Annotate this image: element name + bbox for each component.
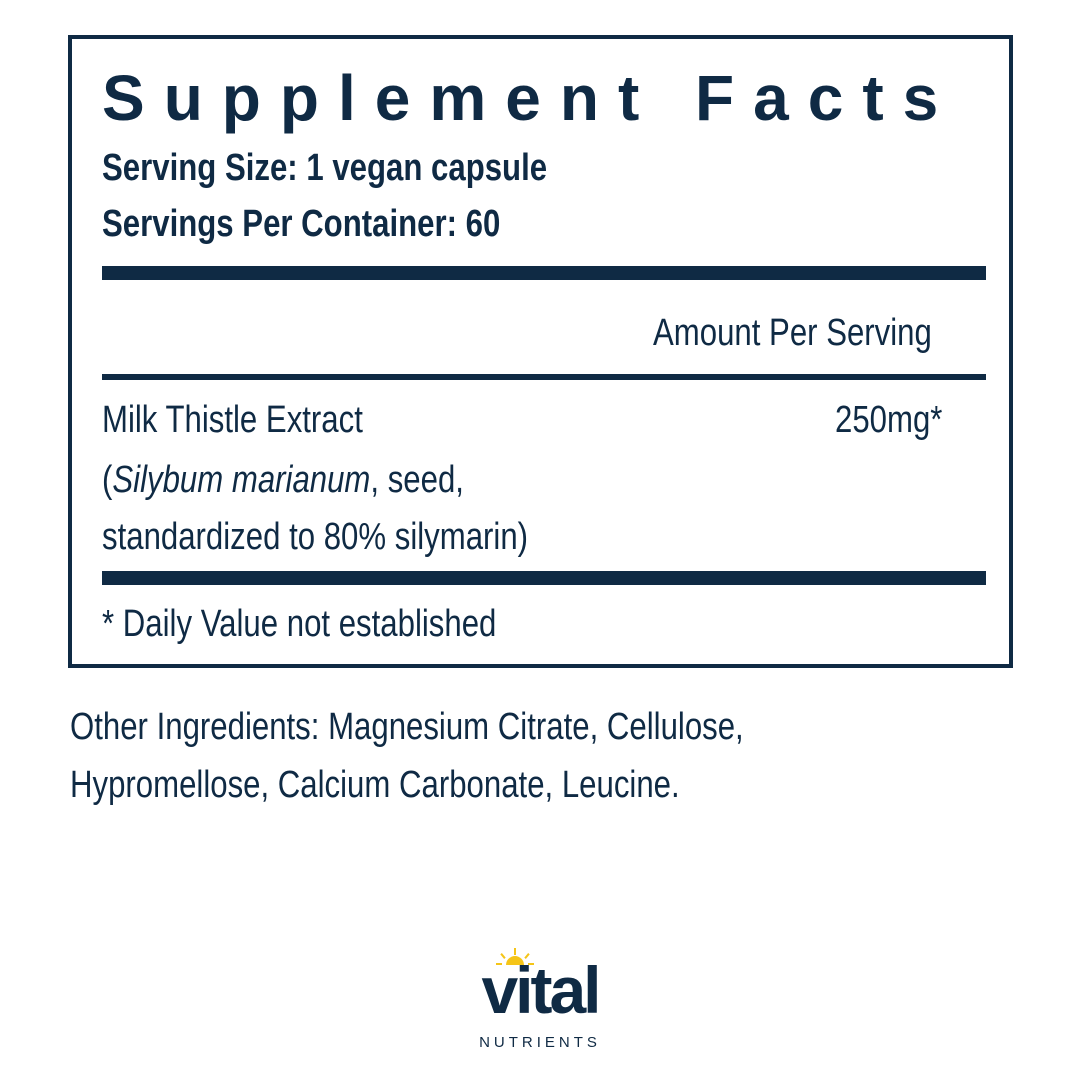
brand-logo-graphic: vital NUTRIENTS [479, 948, 602, 1051]
brand-sub: NUTRIENTS [479, 1034, 601, 1051]
brand-logo: vital NUTRIENTS [440, 945, 640, 1055]
ingredient-standardization: standardized to 80% silymarin) [102, 516, 529, 558]
supplement-facts-panel: Supplement Facts Serving Size: 1 vegan c… [68, 35, 1013, 668]
panel-title: Supplement Facts [102, 62, 958, 134]
brand-name: vital [481, 953, 598, 1027]
ingredient-name: Milk Thistle Extract [102, 399, 363, 441]
ingredient-amount: 250mg* [835, 399, 943, 441]
open-paren: ( [102, 459, 113, 501]
detail-1: , seed, [370, 459, 464, 501]
amount-header: Amount Per Serving [653, 312, 932, 354]
serving-size: Serving Size: 1 vegan capsule [102, 147, 548, 189]
latin-name: Silybum marianum [112, 459, 371, 501]
servings-per-container: Servings Per Container: 60 [102, 203, 501, 245]
sun-icon [496, 948, 534, 965]
ingredient-detail: (Silybum marianum, seed, [102, 459, 464, 502]
divider-thin [102, 374, 986, 380]
other-ingredients-line-2: Hypromellose, Calcium Carbonate, Leucine… [70, 764, 680, 806]
divider-thick-bottom [102, 571, 986, 585]
divider-thick [102, 266, 986, 280]
other-ingredients-line-1: Other Ingredients: Magnesium Citrate, Ce… [70, 706, 744, 748]
footnote: * Daily Value not established [102, 603, 497, 645]
